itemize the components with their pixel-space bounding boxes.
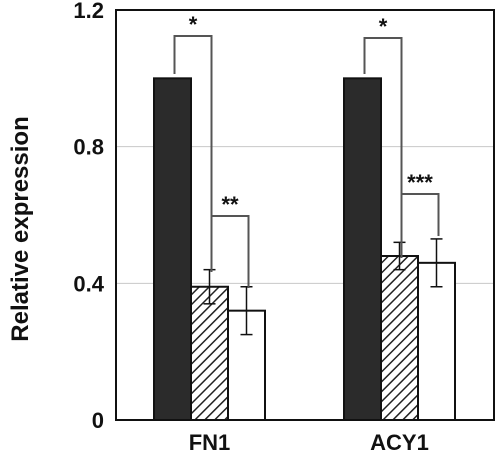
significance-bracket: *: [173, 12, 213, 272]
bar: [343, 77, 382, 421]
y-tick-label: 0: [92, 408, 104, 433]
error-bar: [393, 241, 406, 271]
bar: [153, 77, 192, 421]
category-labels: FN1 ACY1: [189, 430, 429, 455]
significance-label: ***: [407, 170, 433, 195]
significance-label: *: [189, 12, 198, 37]
significance-label: **: [221, 192, 239, 217]
y-tick-label: 0.4: [73, 271, 104, 296]
error-bar: [203, 268, 216, 305]
category-label: FN1: [189, 430, 231, 455]
error-bars: [203, 238, 443, 336]
plot-frame: [115, 9, 495, 421]
significance-bracket: **: [210, 192, 250, 288]
error-bar: [430, 238, 443, 288]
bar: [380, 255, 419, 421]
bars: [153, 77, 456, 422]
significance-label: *: [379, 14, 388, 39]
y-tick-label: 1.2: [73, 0, 104, 23]
y-tick-label: 0.8: [73, 135, 104, 160]
significance-brackets: *******: [173, 12, 440, 288]
category-label: ACY1: [370, 430, 429, 455]
bar: [190, 285, 229, 421]
significance-bracket: ***: [400, 170, 440, 250]
y-axis-label: Relative expression: [7, 116, 34, 341]
y-tick-labels: 0 0.4 0.8 1.2: [73, 0, 104, 433]
error-bar: [240, 286, 253, 336]
significance-bracket: *: [363, 14, 403, 258]
